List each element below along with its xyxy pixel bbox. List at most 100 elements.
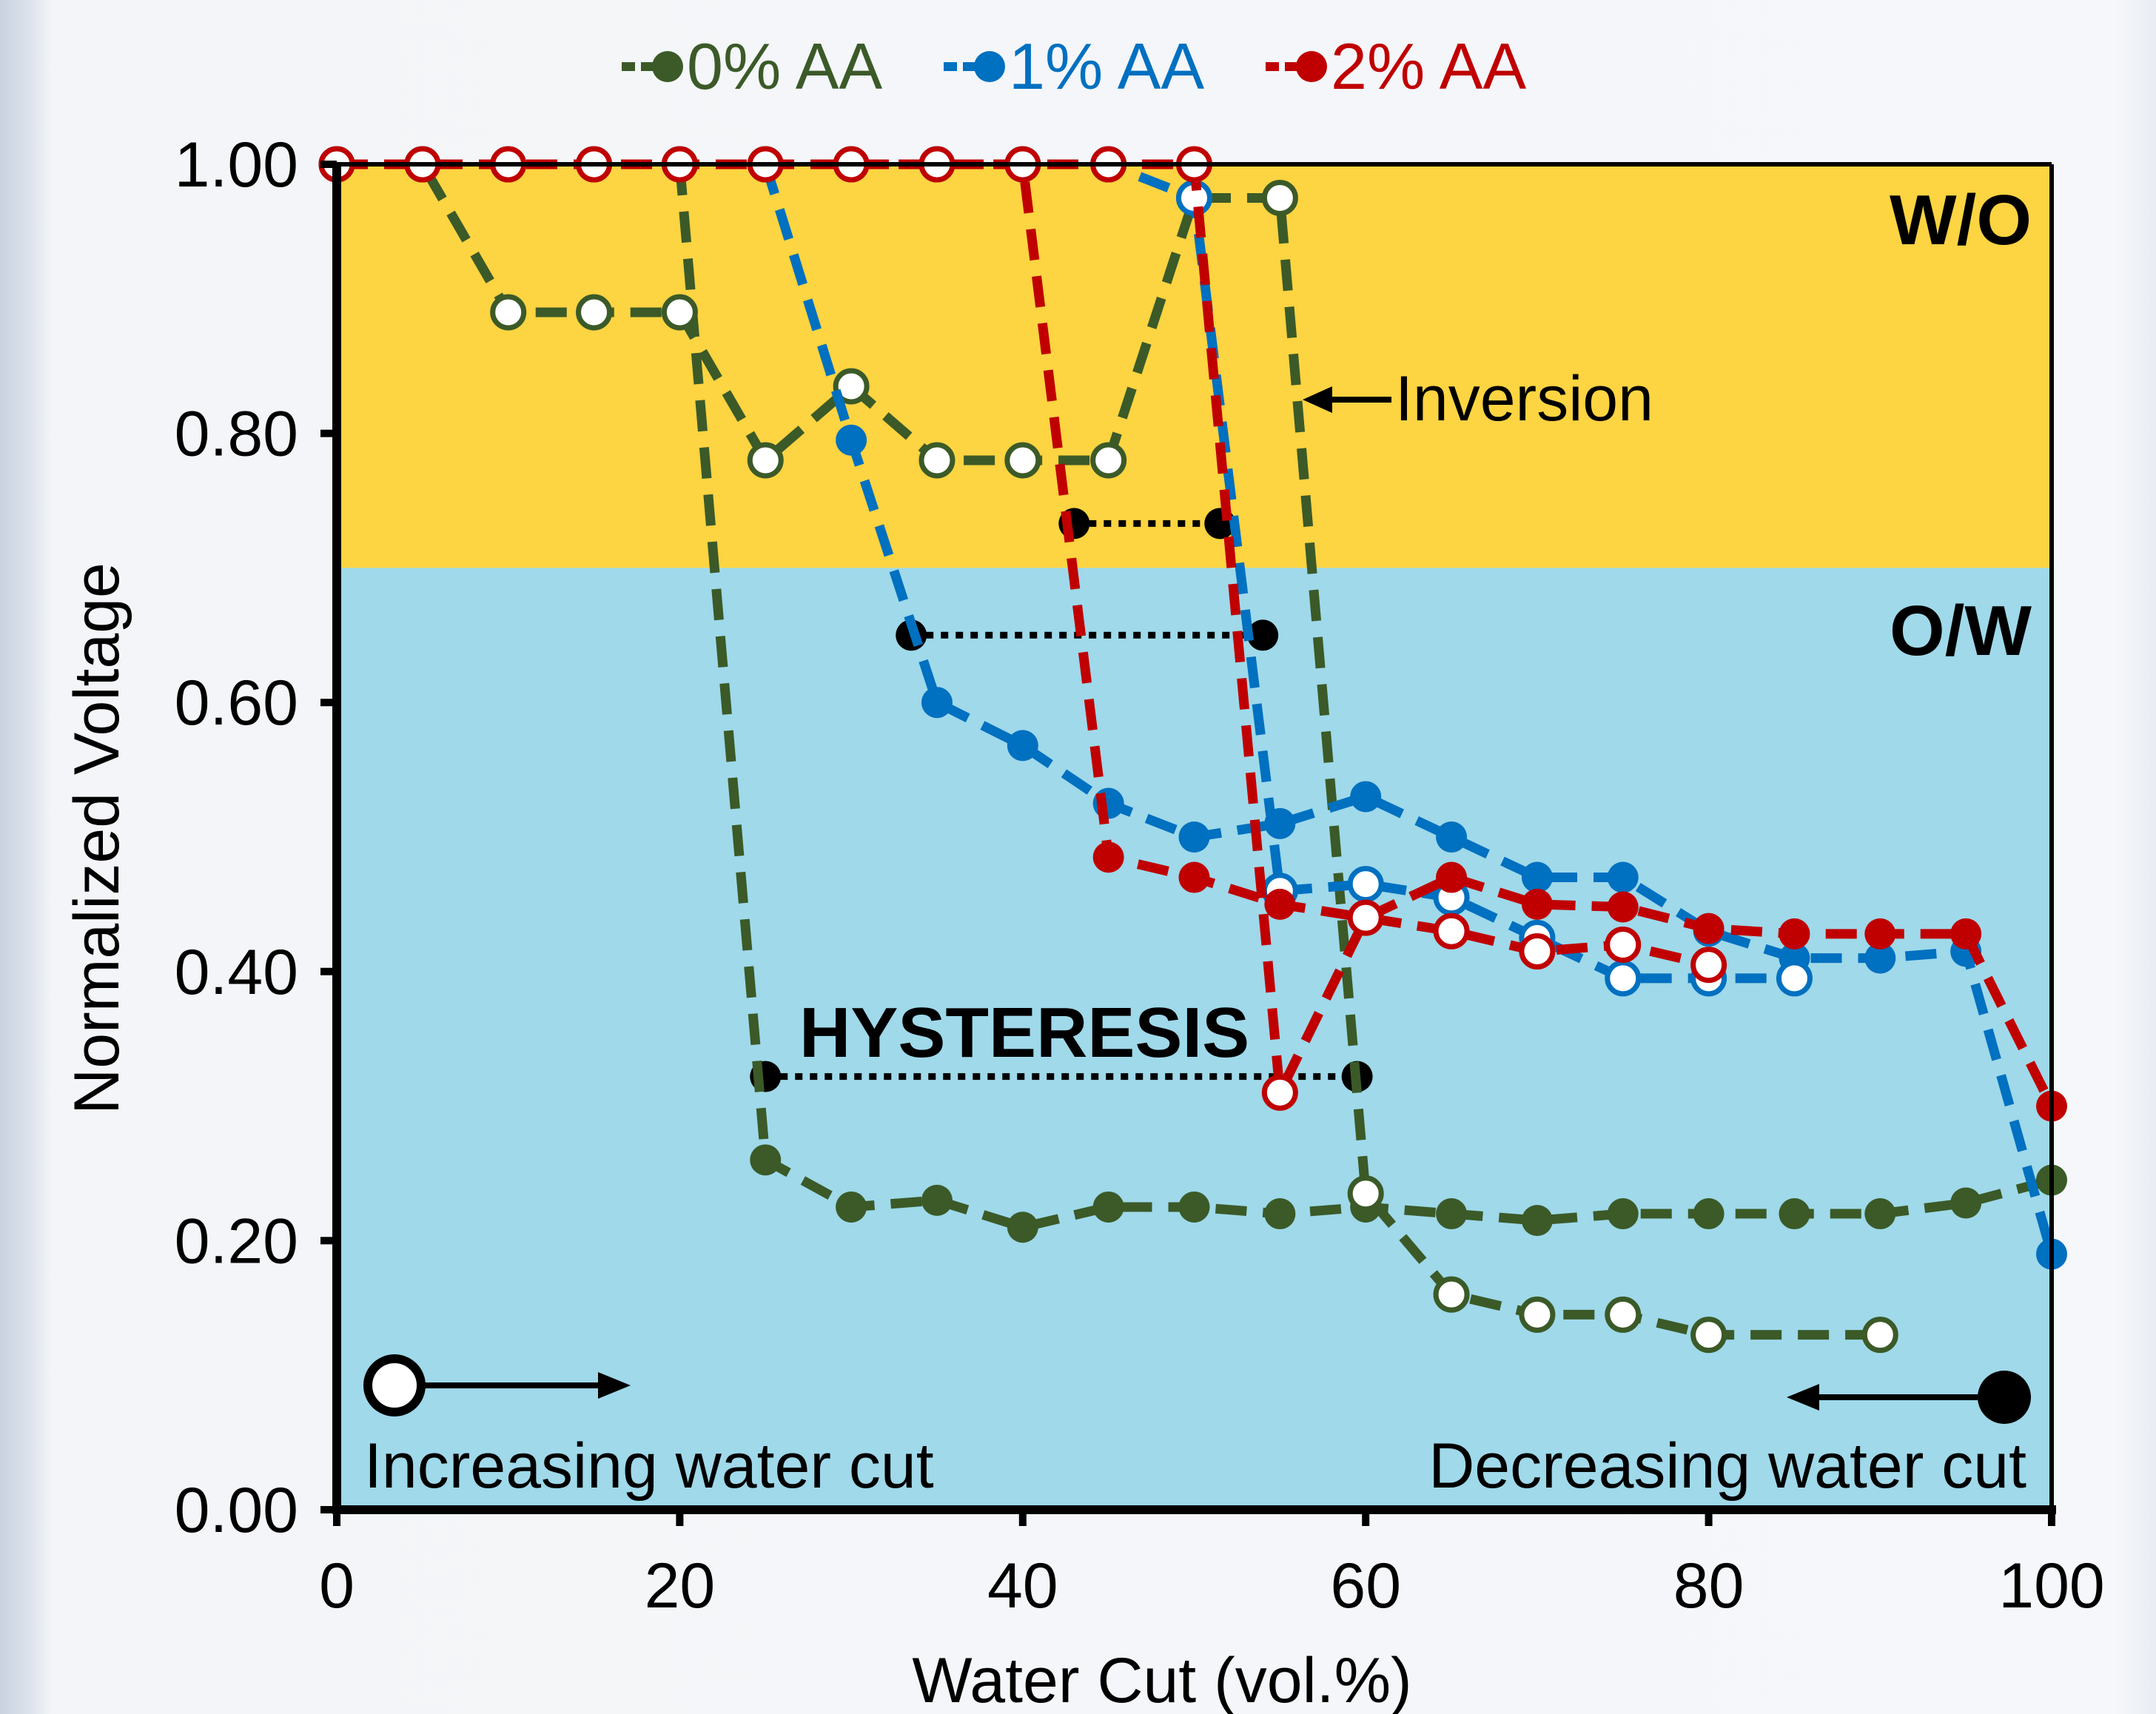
region-ow (337, 568, 2052, 1510)
region-label-wo: W/O (1890, 181, 2032, 260)
data-point-2pct-aa-decreasing (1521, 888, 1553, 920)
x-tick-label: 20 (645, 1550, 716, 1621)
data-point-1pct-aa-decreasing (1607, 861, 1639, 893)
data-point-0pct-aa-decreasing (921, 1184, 953, 1216)
legend-label: 2% AA (1331, 30, 1526, 103)
data-point-2pct-aa-decreasing (1092, 841, 1124, 873)
y-tick-label: 0.80 (175, 399, 298, 470)
data-point-0pct-aa-increasing (1090, 442, 1127, 479)
hysteresis-label: HYSTERESIS (799, 993, 1249, 1072)
y-tick-label: 0.40 (175, 937, 298, 1008)
series-line-2pct-aa-decreasing (851, 159, 2056, 1109)
inversion-annotation: Inversion (1303, 363, 1653, 434)
data-point-0pct-aa-increasing (919, 442, 956, 479)
data-point-0pct-aa-increasing (1433, 1276, 1470, 1313)
increasing-annotation: Increasing water cut (363, 1354, 934, 1502)
data-point-2pct-aa-decreasing (1950, 918, 1982, 950)
data-point-0pct-aa-decreasing (836, 1191, 867, 1223)
decreasing-label: Decreasing water cut (1428, 1431, 2026, 1502)
series-line-0pct-aa-increasing (337, 159, 1881, 1340)
data-point-1pct-aa-decreasing (921, 687, 953, 719)
data-point-0pct-aa-increasing (661, 294, 698, 331)
legend-label: 0% AA (687, 30, 882, 103)
data-point-1pct-aa-increasing (1347, 866, 1384, 903)
data-point-0pct-aa-decreasing (1436, 1198, 1468, 1230)
axes: 0.00 0.20 0.40 0.60 0.80 1.00 0 20 40 60 80 100 (175, 130, 2105, 1621)
data-point-0pct-aa-increasing (576, 294, 613, 331)
x-tick-label: 40 (987, 1550, 1058, 1621)
data-point-2pct-aa-increasing (1519, 933, 1556, 970)
data-point-0pct-aa-decreasing (1864, 1198, 1896, 1230)
data-point-0pct-aa-increasing (1690, 1317, 1727, 1354)
region-label-ow: O/W (1890, 591, 2032, 671)
x-tick-label: 60 (1330, 1550, 1401, 1621)
y-tick-label: 1.00 (175, 130, 298, 201)
data-point-0pct-aa-decreasing (1521, 1205, 1553, 1237)
y-tick-label: 0.60 (175, 668, 298, 739)
legend-marker-icon (652, 51, 683, 82)
data-point-0pct-aa-increasing (1861, 1317, 1898, 1354)
legend-label: 1% AA (1009, 30, 1204, 103)
data-point-1pct-aa-decreasing (1007, 730, 1038, 762)
data-point-2pct-aa-decreasing (1607, 891, 1639, 923)
data-point-2pct-aa-increasing (1433, 913, 1470, 950)
x-axis-title: Water Cut (vol.%) (912, 1645, 1411, 1714)
data-point-2pct-aa-increasing (1347, 899, 1384, 936)
data-point-0pct-aa-increasing (747, 442, 784, 479)
data-point-1pct-aa-decreasing (1521, 861, 1553, 893)
data-point-2pct-aa-decreasing (1779, 918, 1810, 950)
data-point-1pct-aa-decreasing (1350, 781, 1382, 813)
y-axis-title: Normalized Voltage (61, 562, 132, 1115)
data-point-0pct-aa-decreasing (1007, 1211, 1038, 1243)
data-point-0pct-aa-decreasing (1693, 1198, 1725, 1230)
data-point-2pct-aa-decreasing (1864, 918, 1896, 950)
filled-marker-icon (1978, 1371, 2031, 1424)
data-point-0pct-aa-decreasing (1607, 1198, 1639, 1230)
data-point-0pct-aa-increasing (1519, 1296, 1556, 1333)
data-point-1pct-aa-decreasing (1264, 807, 1296, 839)
data-point-2pct-aa-decreasing (1178, 861, 1210, 893)
data-point-2pct-aa-increasing (1690, 947, 1727, 984)
x-tick-label: 80 (1673, 1550, 1744, 1621)
data-point-0pct-aa-increasing (833, 368, 870, 405)
data-point-0pct-aa-decreasing (1178, 1191, 1210, 1223)
x-tick-label: 0 (319, 1550, 355, 1621)
data-point-2pct-aa-increasing (1605, 926, 1642, 963)
x-tick-label: 100 (1998, 1550, 2105, 1621)
data-point-2pct-aa-decreasing (1436, 861, 1468, 893)
data-point-0pct-aa-increasing (1347, 1175, 1384, 1212)
increasing-label: Increasing water cut (364, 1431, 934, 1502)
region-wo (337, 164, 2052, 568)
data-point-1pct-aa-decreasing (1436, 821, 1468, 853)
data-point-2pct-aa-decreasing (1693, 913, 1725, 944)
hysteresis-endpoint (1247, 619, 1279, 651)
decreasing-annotation: Decreasing water cut (1428, 1371, 2031, 1502)
data-point-1pct-aa-decreasing (836, 424, 867, 456)
data-point-0pct-aa-increasing (490, 294, 527, 331)
data-point-2pct-aa-increasing (1261, 1074, 1298, 1111)
data-point-1pct-aa-increasing (1605, 960, 1642, 997)
open-marker-icon (363, 1354, 426, 1416)
inversion-label: Inversion (1395, 363, 1653, 434)
data-point-0pct-aa-decreasing (1092, 1191, 1124, 1223)
data-point-0pct-aa-decreasing (750, 1144, 782, 1176)
data-point-0pct-aa-increasing (1004, 442, 1041, 479)
data-point-0pct-aa-increasing (1605, 1296, 1642, 1333)
background-regions (337, 164, 2052, 1510)
y-tick-label: 0.20 (175, 1206, 298, 1277)
series-0pct-aa (318, 146, 2067, 1354)
data-point-2pct-aa-decreasing (1264, 888, 1296, 920)
left-arrowhead-icon (1787, 1384, 1819, 1411)
right-arrowhead-icon (598, 1372, 631, 1399)
data-point-0pct-aa-decreasing (1264, 1198, 1296, 1230)
inversion-arrowhead-icon (1303, 386, 1332, 413)
y-tick-label: 0.00 (175, 1475, 298, 1546)
legend-marker-icon (974, 51, 1005, 82)
series-line-1pct-aa-decreasing (761, 163, 2057, 1256)
data-point-0pct-aa-decreasing (1950, 1187, 1982, 1219)
data-point-1pct-aa-decreasing (1178, 821, 1210, 853)
legend: 0% AA 1% AA 2% AA (622, 30, 1526, 103)
legend-marker-icon (1296, 51, 1327, 82)
data-point-0pct-aa-decreasing (1779, 1198, 1810, 1230)
